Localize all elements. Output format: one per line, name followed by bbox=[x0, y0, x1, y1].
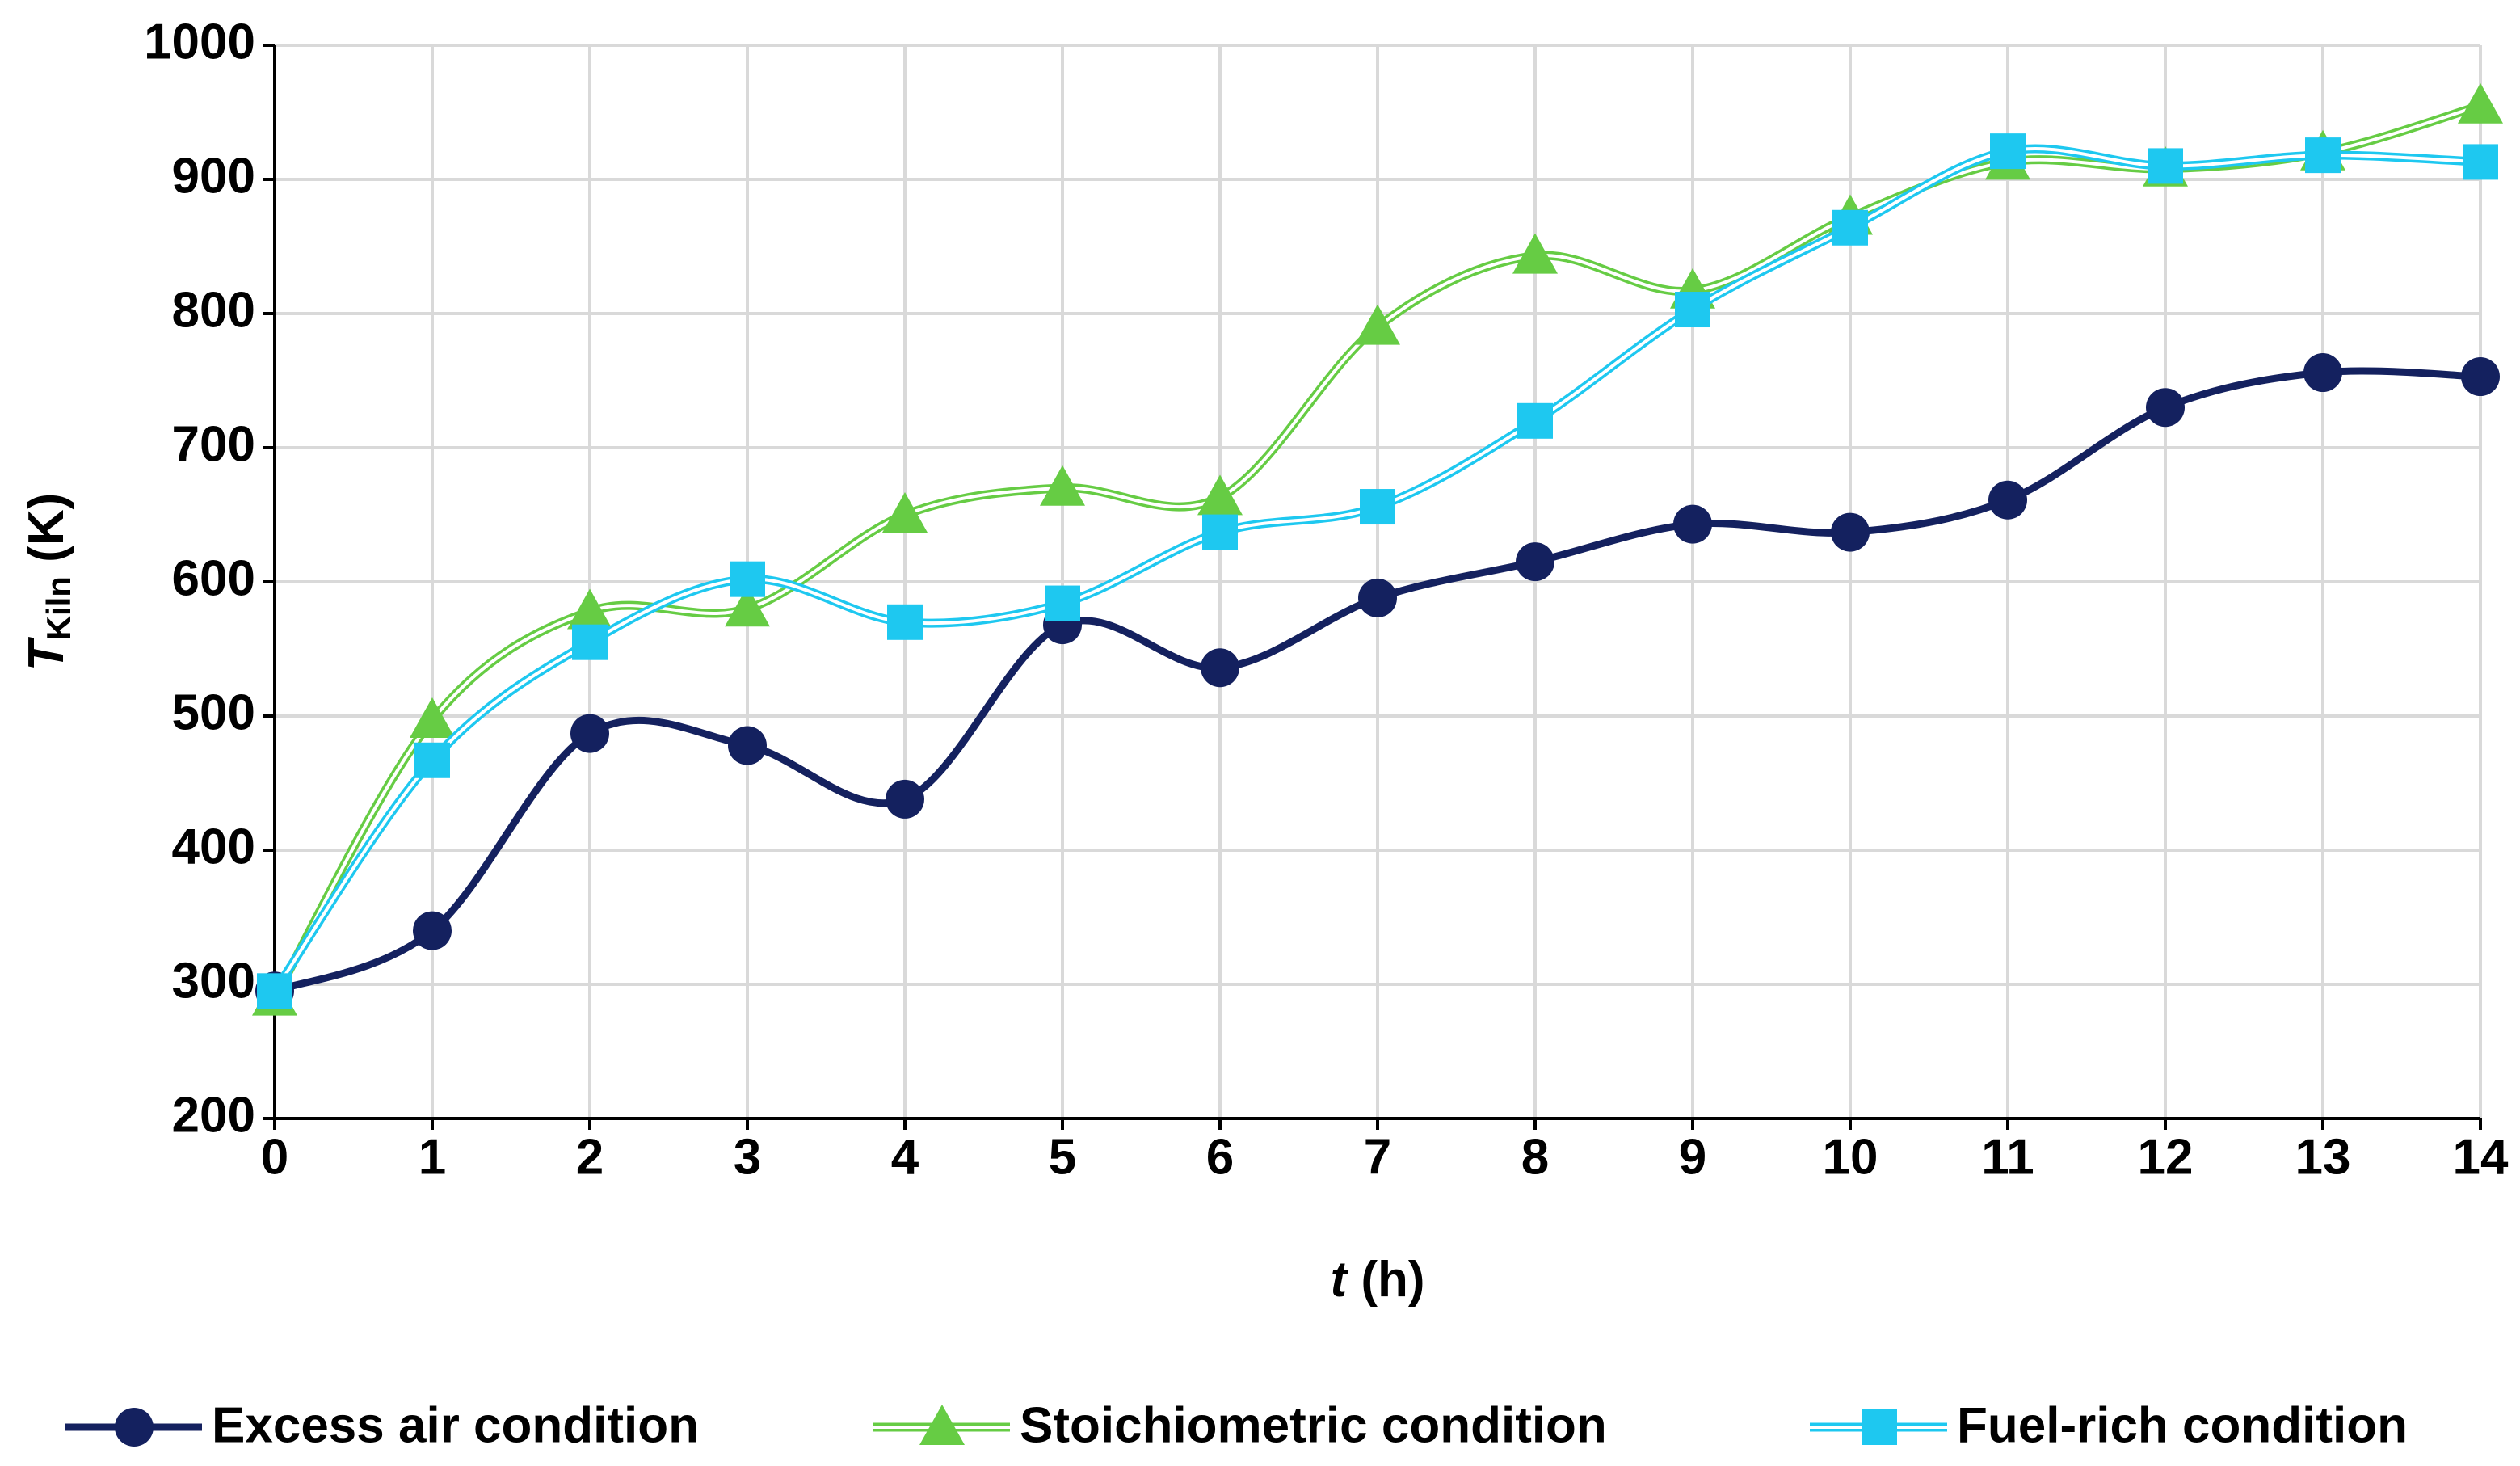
legend-label: Stoichiometric condition bbox=[1020, 1397, 1607, 1453]
legend-marker bbox=[919, 1405, 965, 1445]
x-tick-label: 8 bbox=[1521, 1129, 1549, 1185]
y-tick-label: 200 bbox=[172, 1087, 255, 1143]
point bbox=[1201, 648, 1239, 688]
point bbox=[2461, 357, 2500, 397]
point bbox=[1675, 292, 1710, 328]
point bbox=[570, 714, 609, 753]
y-label-symbol: T bbox=[19, 636, 74, 671]
point bbox=[1355, 304, 1400, 345]
point bbox=[1517, 402, 1553, 439]
x-label-symbol: t bbox=[1330, 1252, 1348, 1308]
legend-label: Fuel-rich condition bbox=[1957, 1397, 2408, 1453]
point bbox=[725, 586, 770, 627]
x-tick-label: 7 bbox=[1364, 1129, 1391, 1185]
y-tick-label: 600 bbox=[172, 550, 255, 606]
point bbox=[1512, 233, 1558, 274]
y-tick-label: 900 bbox=[172, 148, 255, 204]
point bbox=[2303, 353, 2342, 393]
point bbox=[887, 604, 923, 640]
x-tick-label: 9 bbox=[1679, 1129, 1706, 1185]
y-tick-label: 700 bbox=[172, 416, 255, 472]
point bbox=[414, 742, 450, 778]
point bbox=[1197, 474, 1243, 516]
point bbox=[728, 726, 767, 765]
point bbox=[1990, 133, 2026, 170]
point bbox=[1988, 480, 2027, 520]
x-tick-label: 13 bbox=[2295, 1129, 2351, 1185]
point bbox=[567, 588, 612, 630]
legend-label: Excess air condition bbox=[212, 1397, 699, 1453]
x-tick-label: 5 bbox=[1049, 1129, 1076, 1185]
point bbox=[1831, 512, 1870, 552]
point bbox=[1516, 542, 1554, 582]
x-tick-label: 2 bbox=[576, 1129, 604, 1185]
point bbox=[1673, 504, 1712, 544]
legend-marker bbox=[115, 1408, 154, 1447]
point bbox=[2148, 148, 2183, 184]
point bbox=[2146, 388, 2185, 428]
legend-marker bbox=[1862, 1409, 1897, 1445]
point bbox=[882, 492, 928, 533]
x-tick-label: 6 bbox=[1206, 1129, 1234, 1185]
y-tick-label: 300 bbox=[172, 953, 255, 1009]
y-tick-label: 400 bbox=[172, 819, 255, 874]
point bbox=[572, 624, 608, 660]
point bbox=[2458, 82, 2503, 124]
y-label-subscript: Kiln bbox=[40, 576, 78, 640]
point bbox=[1360, 489, 1395, 525]
point bbox=[1832, 209, 1868, 246]
y-tick-label: 1000 bbox=[144, 14, 255, 70]
x-axis-label: t (h) bbox=[1330, 1252, 1424, 1308]
point bbox=[1358, 578, 1397, 617]
x-tick-label: 4 bbox=[891, 1129, 919, 1185]
x-tick-label: 3 bbox=[734, 1129, 761, 1185]
point bbox=[1202, 514, 1238, 550]
y-axis-label: TKiln (K) bbox=[19, 493, 78, 672]
point bbox=[730, 561, 765, 597]
point bbox=[410, 697, 455, 738]
x-tick-label: 11 bbox=[1981, 1129, 2034, 1185]
x-tick-label: 0 bbox=[261, 1129, 288, 1185]
x-tick-label: 10 bbox=[1823, 1129, 1878, 1185]
point bbox=[886, 779, 924, 819]
point bbox=[257, 973, 292, 1009]
series-line bbox=[273, 367, 2481, 995]
point bbox=[1045, 585, 1080, 621]
x-tick-label: 12 bbox=[2138, 1129, 2194, 1185]
point bbox=[413, 911, 452, 950]
y-tick-label: 800 bbox=[172, 282, 255, 338]
point bbox=[2305, 137, 2341, 174]
x-tick-label: 14 bbox=[2453, 1129, 2509, 1185]
y-label-unit: (K) bbox=[19, 493, 74, 562]
x-tick-label: 1 bbox=[419, 1129, 446, 1185]
x-label-unit: (h) bbox=[1361, 1252, 1424, 1308]
point bbox=[1040, 465, 1085, 506]
y-tick-label: 500 bbox=[172, 685, 255, 740]
point bbox=[2463, 144, 2498, 180]
